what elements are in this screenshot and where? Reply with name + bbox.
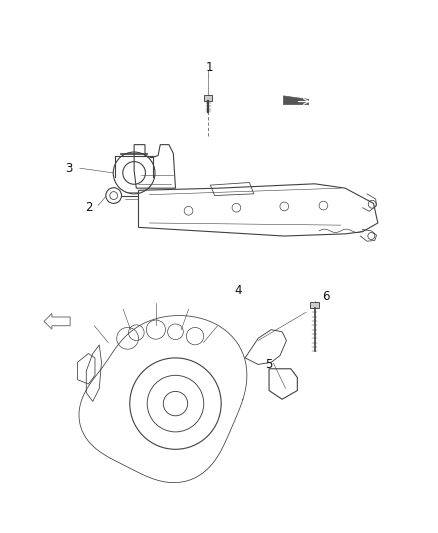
Polygon shape [283, 96, 309, 104]
Text: 6: 6 [322, 290, 329, 303]
Text: 2: 2 [85, 201, 92, 214]
Bar [204, 95, 212, 101]
Text: 4: 4 [235, 284, 242, 297]
Text: 3: 3 [65, 161, 73, 175]
Bar [311, 302, 319, 308]
Text: 1: 1 [206, 61, 213, 74]
Text: 5: 5 [265, 358, 273, 371]
